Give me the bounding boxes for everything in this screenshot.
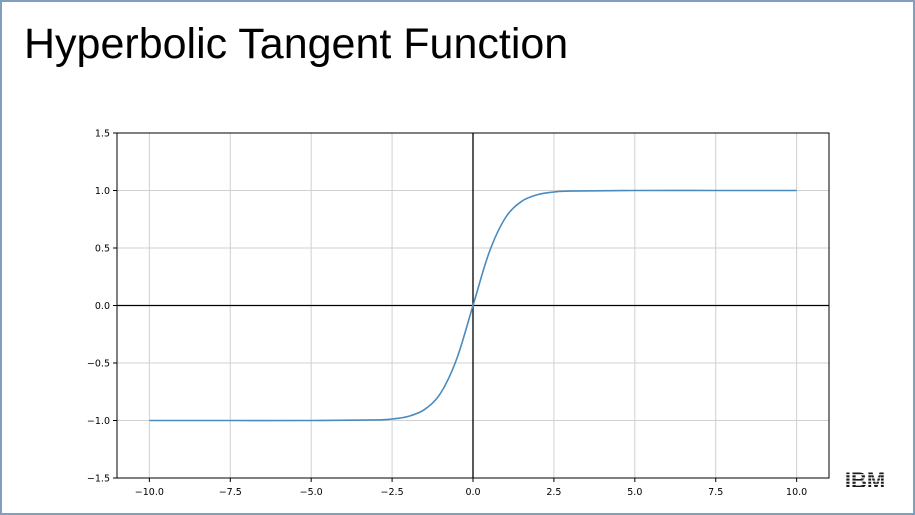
logo-stripe xyxy=(840,474,890,476)
tick-labels: −10.0 −7.5 −5.0 −2.5 0.0 2.5 5.0 7.5 10.0 −1.5 −1.… xyxy=(87,129,807,499)
y-tick-label: 1.5 xyxy=(95,129,110,140)
y-tick-label: 1.0 xyxy=(95,186,110,197)
tick-marks xyxy=(113,132,798,482)
y-tick-label: 0.5 xyxy=(95,244,110,255)
series-line xyxy=(149,189,797,422)
ibm-logo: IBM xyxy=(840,468,890,492)
x-tick-label: 5.0 xyxy=(627,487,642,498)
x-tick-label: 7.5 xyxy=(708,487,723,498)
y-tick-label: −1.0 xyxy=(87,416,110,427)
x-tick-label: 10.0 xyxy=(786,487,807,498)
logo-stripe xyxy=(840,480,890,482)
x-tick-label: −5.0 xyxy=(300,487,323,498)
logo-stripe xyxy=(840,471,890,473)
x-tick-label: −10.0 xyxy=(135,487,164,498)
x-tick-label: 2.5 xyxy=(546,487,561,498)
series-layer xyxy=(149,189,797,422)
logo-stripe xyxy=(840,487,890,489)
logo-stripe xyxy=(840,477,890,479)
y-tick-label: −1.5 xyxy=(87,474,110,485)
slide-title: Hyperbolic Tangent Function xyxy=(24,20,569,68)
y-tick-label: −0.5 xyxy=(87,359,110,370)
logo-stripe xyxy=(840,490,890,492)
x-tick-label: 0.0 xyxy=(465,487,480,498)
x-tick-label: −7.5 xyxy=(219,487,242,498)
y-tick-label: 0.0 xyxy=(95,301,110,312)
logo-stripe xyxy=(840,483,890,485)
x-tick-label: −2.5 xyxy=(381,487,404,498)
